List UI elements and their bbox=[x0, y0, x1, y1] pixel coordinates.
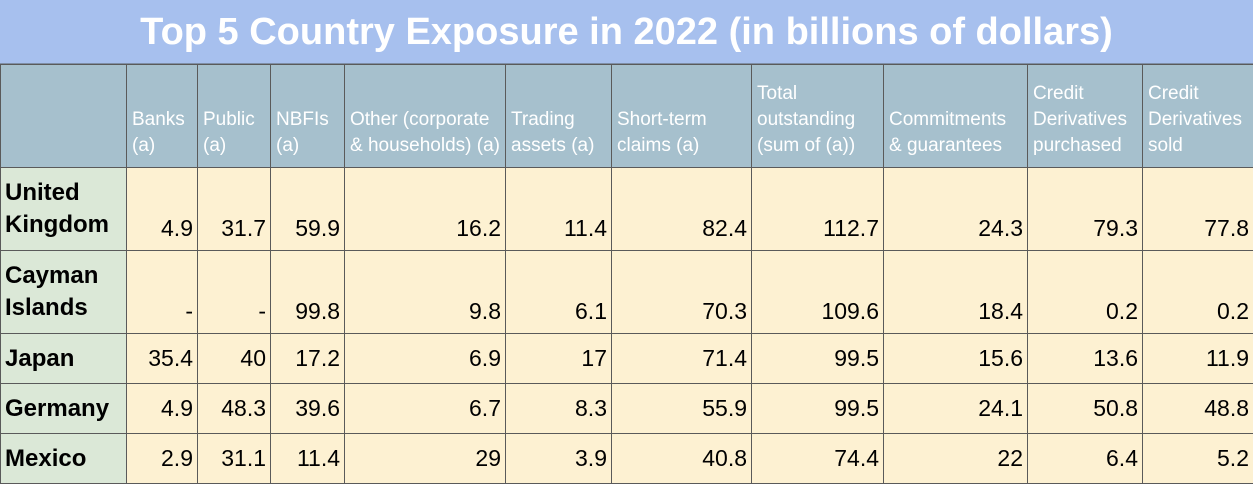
table-cell: 77.8 bbox=[1143, 168, 1253, 251]
row-label: United Kingdom bbox=[1, 168, 127, 251]
table-cell: 8.3 bbox=[506, 384, 612, 434]
column-header: Commitments & guarantees bbox=[884, 65, 1028, 168]
table-cell: 99.8 bbox=[271, 251, 345, 334]
table-cell: 99.5 bbox=[752, 384, 884, 434]
table-cell: 29 bbox=[345, 434, 506, 484]
exposure-table: Banks (a) Public (a) NBFIs (a) Other (co… bbox=[0, 64, 1253, 484]
table-cell: 6.4 bbox=[1028, 434, 1143, 484]
column-header: Credit Derivatives purchased bbox=[1028, 65, 1143, 168]
column-header: NBFIs (a) bbox=[271, 65, 345, 168]
table-cell: 4.9 bbox=[127, 384, 198, 434]
row-label: Germany bbox=[1, 384, 127, 434]
table-cell: - bbox=[127, 251, 198, 334]
column-header: Other (corporate & households) (a) bbox=[345, 65, 506, 168]
table-cell: 59.9 bbox=[271, 168, 345, 251]
table-cell: 31.7 bbox=[198, 168, 271, 251]
table-title: Top 5 Country Exposure in 2022 (in billi… bbox=[0, 0, 1253, 64]
table-cell: 71.4 bbox=[612, 334, 752, 384]
table-cell: 6.9 bbox=[345, 334, 506, 384]
column-header: Public (a) bbox=[198, 65, 271, 168]
column-header: Short-term claims (a) bbox=[612, 65, 752, 168]
table-cell: 112.7 bbox=[752, 168, 884, 251]
column-header: Credit Derivatives sold bbox=[1143, 65, 1253, 168]
table-cell: 2.9 bbox=[127, 434, 198, 484]
table-row: Germany 4.9 48.3 39.6 6.7 8.3 55.9 99.5 … bbox=[1, 384, 1253, 434]
table-cell: - bbox=[198, 251, 271, 334]
table-cell: 17 bbox=[506, 334, 612, 384]
table-cell: 70.3 bbox=[612, 251, 752, 334]
table-cell: 0.2 bbox=[1143, 251, 1253, 334]
table-cell: 11.9 bbox=[1143, 334, 1253, 384]
table-cell: 16.2 bbox=[345, 168, 506, 251]
table-cell: 48.8 bbox=[1143, 384, 1253, 434]
column-header: Banks (a) bbox=[127, 65, 198, 168]
table-cell: 22 bbox=[884, 434, 1028, 484]
row-label: Mexico bbox=[1, 434, 127, 484]
table-cell: 74.4 bbox=[752, 434, 884, 484]
table-cell: 82.4 bbox=[612, 168, 752, 251]
table-cell: 17.2 bbox=[271, 334, 345, 384]
table-cell: 18.4 bbox=[884, 251, 1028, 334]
table-cell: 3.9 bbox=[506, 434, 612, 484]
table-cell: 109.6 bbox=[752, 251, 884, 334]
table-cell: 79.3 bbox=[1028, 168, 1143, 251]
table-cell: 31.1 bbox=[198, 434, 271, 484]
table-row: United Kingdom 4.9 31.7 59.9 16.2 11.4 8… bbox=[1, 168, 1253, 251]
table-row: Cayman Islands - - 99.8 9.8 6.1 70.3 109… bbox=[1, 251, 1253, 334]
corner-cell bbox=[1, 65, 127, 168]
table-cell: 11.4 bbox=[506, 168, 612, 251]
table-cell: 15.6 bbox=[884, 334, 1028, 384]
row-label: Cayman Islands bbox=[1, 251, 127, 334]
table-cell: 24.1 bbox=[884, 384, 1028, 434]
table-cell: 5.2 bbox=[1143, 434, 1253, 484]
table-cell: 4.9 bbox=[127, 168, 198, 251]
table-cell: 35.4 bbox=[127, 334, 198, 384]
column-header: Trading assets (a) bbox=[506, 65, 612, 168]
table-cell: 48.3 bbox=[198, 384, 271, 434]
table-cell: 9.8 bbox=[345, 251, 506, 334]
table-cell: 0.2 bbox=[1028, 251, 1143, 334]
table-cell: 50.8 bbox=[1028, 384, 1143, 434]
table-cell: 24.3 bbox=[884, 168, 1028, 251]
table-cell: 40 bbox=[198, 334, 271, 384]
table-cell: 99.5 bbox=[752, 334, 884, 384]
table-cell: 6.7 bbox=[345, 384, 506, 434]
table-cell: 39.6 bbox=[271, 384, 345, 434]
column-header: Total outstanding (sum of (a)) bbox=[752, 65, 884, 168]
header-row: Banks (a) Public (a) NBFIs (a) Other (co… bbox=[1, 65, 1253, 168]
table-cell: 6.1 bbox=[506, 251, 612, 334]
table-row: Japan 35.4 40 17.2 6.9 17 71.4 99.5 15.6… bbox=[1, 334, 1253, 384]
row-label: Japan bbox=[1, 334, 127, 384]
table-cell: 55.9 bbox=[612, 384, 752, 434]
table-cell: 40.8 bbox=[612, 434, 752, 484]
table-cell: 11.4 bbox=[271, 434, 345, 484]
table-row: Mexico 2.9 31.1 11.4 29 3.9 40.8 74.4 22… bbox=[1, 434, 1253, 484]
table-cell: 13.6 bbox=[1028, 334, 1143, 384]
